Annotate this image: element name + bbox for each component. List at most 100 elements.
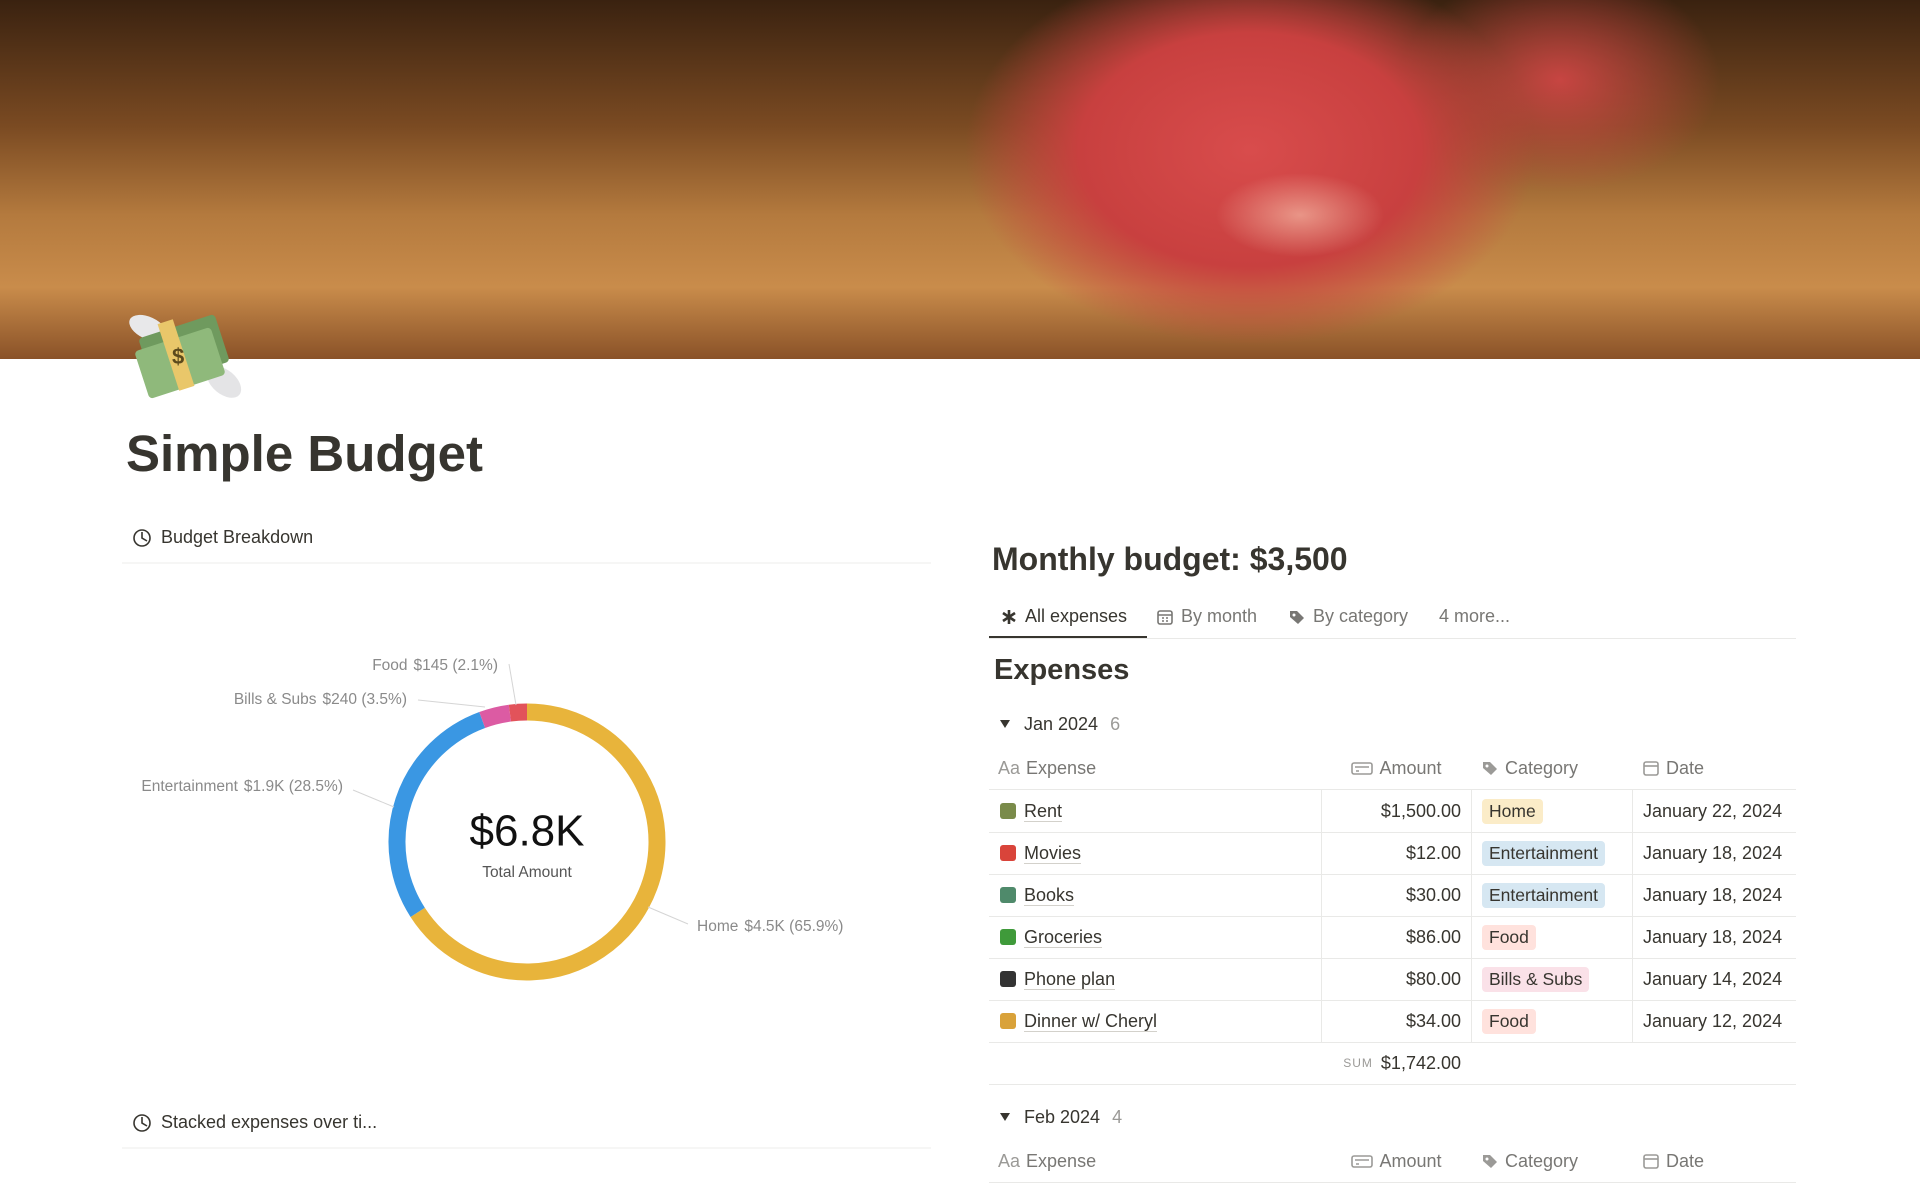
column-icon: Aa — [998, 1150, 1021, 1171]
category-cell: Food — [1471, 916, 1632, 958]
chart-title[interactable]: Stacked expenses over ti... — [161, 1112, 377, 1132]
date-cell: January 12, 2024 — [1632, 1000, 1796, 1042]
column-header[interactable]: Category — [1471, 747, 1632, 789]
column-header[interactable]: Date — [1632, 1140, 1796, 1182]
category-cell: Entertainment — [1471, 832, 1632, 874]
column-header[interactable]: Aa Expense — [989, 1140, 1321, 1182]
slice-value: $240 (3.5%) — [323, 691, 407, 708]
group-name[interactable]: Feb 2024 — [1024, 1106, 1101, 1127]
row-icon — [1000, 1013, 1016, 1029]
donut-chart: $6.8K Total Amount Home $4.5K (65.9%) Entert… — [141, 657, 843, 981]
amount-cell: $80.00 — [1321, 958, 1471, 1000]
row-icon — [1000, 887, 1016, 903]
column-header[interactable]: Aa Expense — [989, 747, 1321, 789]
expense-name[interactable]: Rent — [1024, 800, 1063, 822]
category-tag: Home — [1482, 798, 1543, 824]
toggle[interactable] — [998, 1110, 1012, 1124]
slice-value: $4.5K (65.9%) — [744, 918, 843, 935]
table-row: Rent $1,500.00 Home January 22, 2024 — [989, 790, 1796, 833]
row-icon — [1000, 803, 1016, 819]
category-tag: Entertainment — [1482, 882, 1605, 908]
group-name[interactable]: Jan 2024 — [1024, 713, 1099, 734]
leader-line — [352, 789, 395, 808]
table-row: Groceries $86.00 Food January 18, 2024 — [989, 916, 1796, 959]
expense-cell: Phone plan — [989, 958, 1321, 1000]
header-row: Aa Expense Amount Category Date — [989, 1140, 1796, 1183]
amount-cell: $86.00 — [1321, 916, 1471, 958]
view-tab[interactable]: By category — [1288, 606, 1408, 627]
view-tab[interactable]: 4 more... — [1439, 606, 1510, 627]
expense-name[interactable]: Groceries — [1024, 926, 1103, 948]
column-name: Expense — [1026, 757, 1097, 778]
page-icon[interactable]: $ — [126, 300, 246, 412]
category-tag: Entertainment — [1482, 840, 1605, 866]
category-tag: Food — [1482, 924, 1536, 950]
group-header[interactable]: Jan 2024 6 — [998, 704, 1120, 744]
slice-label: Bills & Subs $240 (3.5%) — [234, 691, 407, 708]
sum-cell: SUM $1,742.00 — [1321, 1042, 1471, 1084]
row-icon — [1000, 845, 1016, 861]
column-name: Expense — [1026, 1150, 1097, 1171]
category-cell: Home — [1471, 790, 1632, 832]
tab-label[interactable]: By month — [1181, 606, 1258, 626]
tab-label[interactable]: All expenses — [1025, 606, 1128, 626]
slice-name: Food — [372, 657, 407, 674]
sum-value: $1,742.00 — [1380, 1052, 1461, 1073]
tab-label[interactable]: 4 more... — [1439, 606, 1511, 626]
column-header[interactable]: Amount — [1321, 1140, 1471, 1182]
expense-cell: Books — [989, 874, 1321, 916]
donut-segment — [508, 703, 528, 722]
leader-line — [508, 663, 517, 706]
view-tabs: All expenses By month By category 4 more... — [989, 600, 1796, 639]
amount-cell: $34.00 — [1321, 1000, 1471, 1042]
view-tab[interactable]: By month — [1156, 606, 1257, 627]
chart-icon — [133, 529, 151, 547]
chart-icon — [141, 1117, 148, 1127]
toggle[interactable] — [998, 717, 1012, 731]
leader-line — [417, 699, 486, 708]
date-cell: January 18, 2024 — [1632, 874, 1796, 916]
slice-value: $1.9K (28.5%) — [244, 778, 343, 795]
column-header[interactable]: Category — [1471, 1140, 1632, 1182]
expense-name[interactable]: Phone plan — [1024, 968, 1116, 990]
column-name: Date — [1666, 757, 1705, 778]
view-tab[interactable]: All expenses — [1000, 606, 1127, 627]
category-cell: Entertainment — [1471, 874, 1632, 916]
left-column: Budget Breakdown $6.8K Total Amount Home $4… — [122, 527, 931, 1149]
chart-title[interactable]: Budget Breakdown — [161, 527, 313, 547]
svg-text:$: $ — [172, 344, 184, 369]
expense-cell: Groceries — [989, 916, 1321, 958]
amount-cell: $12.00 — [1321, 832, 1471, 874]
group-count: 6 — [1110, 713, 1121, 734]
sum-row: SUM $1,742.00 — [989, 1042, 1796, 1085]
expense-name[interactable]: Movies — [1024, 842, 1082, 864]
date-cell: January 22, 2024 — [1632, 790, 1796, 832]
header-row: Aa Expense Amount Category Date — [989, 747, 1796, 790]
amount-cell: $30.00 — [1321, 874, 1471, 916]
tab-label[interactable]: By category — [1313, 606, 1409, 626]
expense-cell: Rent — [989, 790, 1321, 832]
database-title: Monthly budget: $3,500 — [992, 541, 1348, 577]
expense-name[interactable]: Books — [1024, 884, 1075, 906]
expense-name[interactable]: Dinner w/ Cheryl — [1024, 1010, 1158, 1032]
column-name: Category — [1505, 757, 1579, 778]
group-header[interactable]: Feb 2024 4 — [998, 1097, 1122, 1137]
row-icon — [1000, 971, 1016, 987]
slice-label: Food $145 (2.1%) — [372, 657, 498, 674]
tab-underline — [989, 636, 1147, 638]
column-header[interactable]: Date — [1632, 747, 1796, 789]
donut-segment — [479, 704, 512, 729]
slice-name: Entertainment — [141, 778, 238, 795]
table-row: Dinner w/ Cheryl $34.00 Food January 12, 20… — [989, 1000, 1796, 1043]
date-cell: January 14, 2024 — [1632, 958, 1796, 1000]
expense-cell: Dinner w/ Cheryl — [989, 1000, 1321, 1042]
column-name: Date — [1666, 1150, 1705, 1171]
column-header[interactable]: Amount — [1321, 747, 1471, 789]
category-cell: Food — [1471, 1000, 1632, 1042]
slice-name: Bills & Subs — [234, 691, 317, 708]
date-cell: January 18, 2024 — [1632, 832, 1796, 874]
category-tag: Food — [1482, 1008, 1536, 1034]
category-tag: Bills & Subs — [1482, 966, 1590, 992]
donut-segment — [410, 703, 666, 981]
